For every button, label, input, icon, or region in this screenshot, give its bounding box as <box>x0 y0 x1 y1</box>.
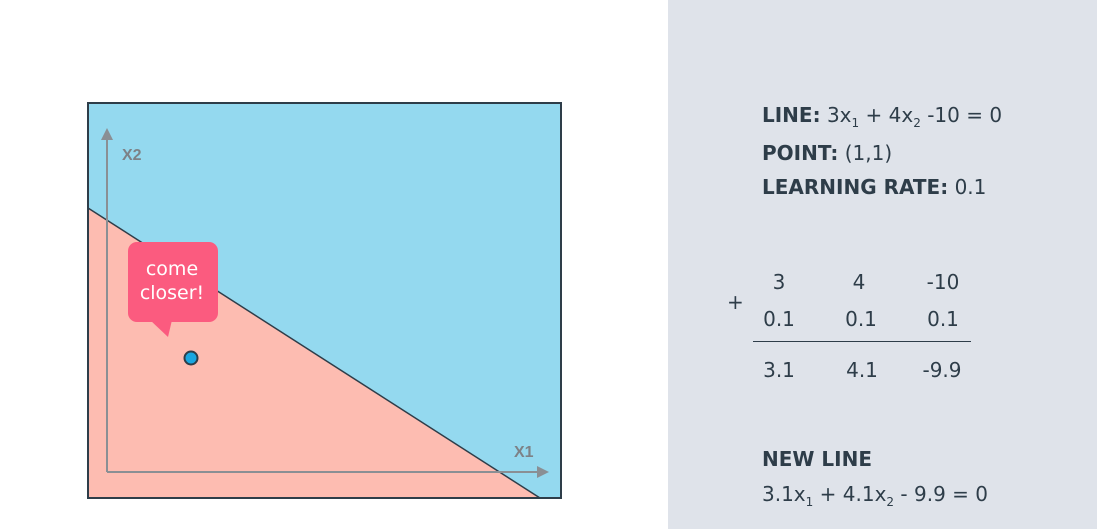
result-cell: -9.9 <box>922 358 962 382</box>
x-axis-arrow <box>537 466 549 478</box>
result-cell: 3.1 <box>763 358 795 382</box>
learning-rate-info: LEARNING RATE: 0.1 <box>762 175 986 199</box>
row2-cell: 0.1 <box>763 307 795 331</box>
diagram-border <box>87 102 562 499</box>
row1-cell: 3 <box>772 270 786 294</box>
data-point <box>183 350 199 366</box>
bubble-text-line2: closer! <box>140 282 204 304</box>
new-line-label: NEW LINE <box>762 447 872 471</box>
row1-cell: -10 <box>926 270 960 294</box>
line-eq-sub1: 1 <box>851 116 860 130</box>
new-line-constant: - 9.9 = 0 <box>894 482 988 506</box>
y-axis-label: X2 <box>122 147 142 164</box>
x-axis-label: X1 <box>514 444 534 461</box>
plus-operator: + <box>727 290 744 314</box>
row2-cell: 0.1 <box>845 307 877 331</box>
line-eq-constant: -10 = 0 <box>920 103 1003 127</box>
new-line-sub2: 2 <box>886 495 895 509</box>
speech-bubble <box>128 242 218 322</box>
line-equation: LINE: 3x1 + 4x2 -10 = 0 <box>762 103 1003 130</box>
row1-cell: 4 <box>852 270 866 294</box>
point-value: (1,1) <box>844 141 893 165</box>
perceptron-diagram: X2 X1 come closer! <box>87 102 562 499</box>
new-line-term1: 3.1x <box>762 482 806 506</box>
learning-rate-label: LEARNING RATE: <box>762 175 949 199</box>
sum-divider <box>753 341 971 342</box>
y-axis-arrow <box>101 128 113 140</box>
new-line-term2: + 4.1x <box>813 482 887 506</box>
bubble-text-line1: come <box>146 258 198 280</box>
line-label: LINE: <box>762 103 821 127</box>
learning-rate-value: 0.1 <box>954 175 987 199</box>
row2-cell: 0.1 <box>927 307 959 331</box>
result-cell: 4.1 <box>846 358 878 382</box>
point-info: POINT: (1,1) <box>762 141 892 165</box>
line-eq-sub2: 2 <box>913 116 921 130</box>
speech-bubble-tail <box>150 320 172 337</box>
new-line-sub1: 1 <box>805 495 814 509</box>
point-label: POINT: <box>762 141 839 165</box>
line-eq-term1: 3x <box>826 103 852 127</box>
new-line-equation: 3.1x1 + 4.1x2 - 9.9 = 0 <box>762 482 988 509</box>
new-line-title: NEW LINE <box>762 447 873 471</box>
side-panel <box>668 0 1097 529</box>
line-eq-term2: + 4x <box>859 103 914 127</box>
